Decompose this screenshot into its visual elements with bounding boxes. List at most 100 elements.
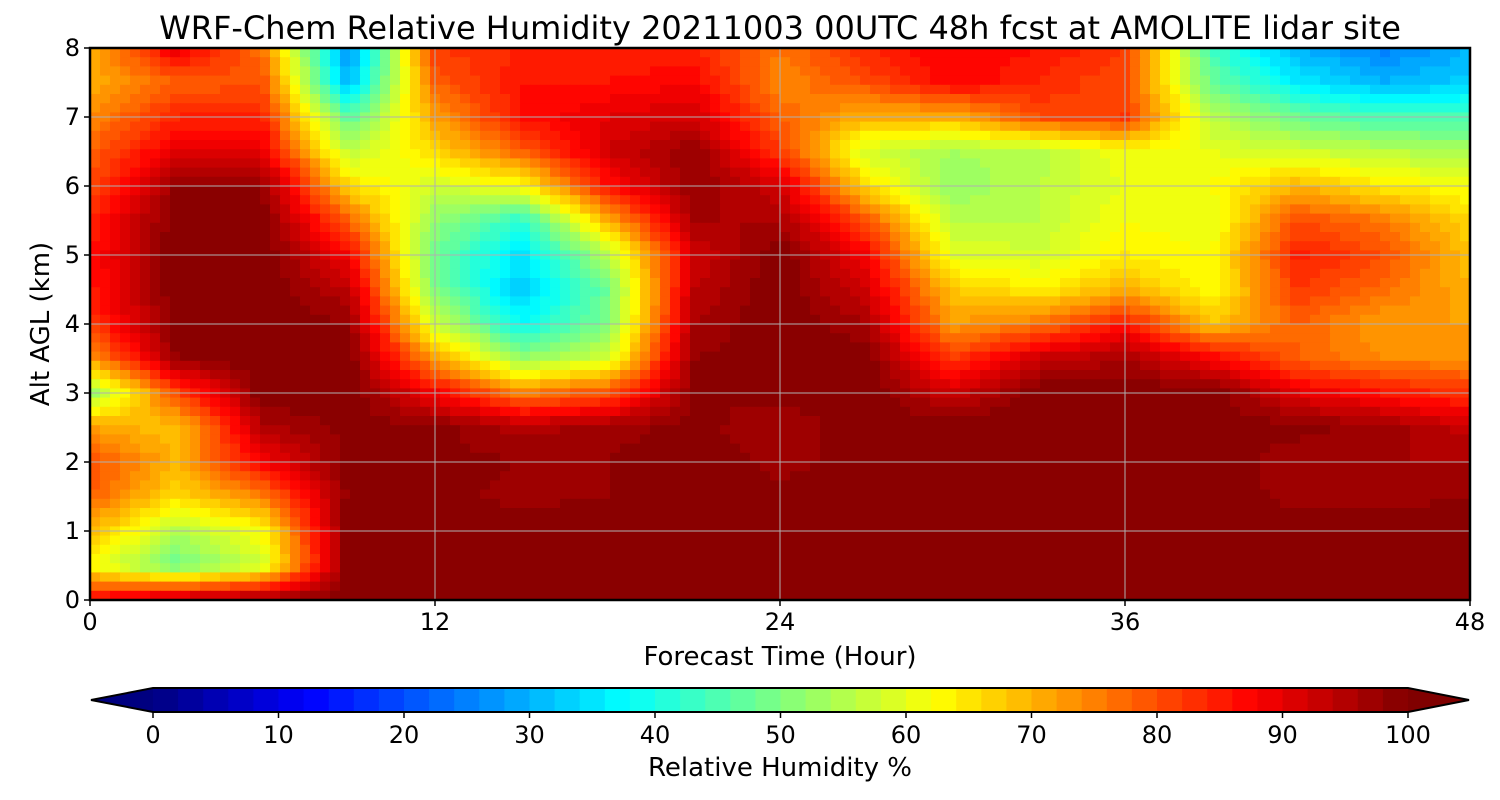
rh-cell <box>250 94 261 104</box>
rh-cell <box>920 278 931 288</box>
rh-cell <box>250 370 261 380</box>
rh-cell <box>1370 140 1381 150</box>
rh-cell <box>150 259 161 270</box>
rh-cell <box>170 195 181 205</box>
rh-cell <box>1230 287 1241 297</box>
rh-cell <box>1250 287 1261 297</box>
rh-cell <box>200 259 211 270</box>
rh-cell <box>780 149 791 159</box>
rh-cell <box>930 314 941 325</box>
rh-cell <box>1200 149 1211 159</box>
rh-cell <box>720 94 731 104</box>
rh-cell <box>830 222 841 233</box>
rh-cell <box>100 232 111 242</box>
rh-cell <box>1350 66 1361 77</box>
rh-cell <box>830 342 841 353</box>
rh-cell <box>1310 66 1321 77</box>
rh-cell <box>830 186 841 196</box>
rh-cell <box>790 305 801 316</box>
rh-cell <box>1100 351 1111 362</box>
rh-cell <box>1180 84 1191 95</box>
rh-cell <box>90 121 101 132</box>
rh-cell <box>190 195 201 205</box>
rh-cell <box>480 48 491 58</box>
rh-cell <box>1340 278 1351 288</box>
rh-cell <box>1080 75 1091 86</box>
rh-cell <box>780 314 791 325</box>
rh-cell <box>270 342 281 353</box>
rh-cell <box>950 333 961 343</box>
rh-cell <box>630 268 641 279</box>
rh-cell <box>930 333 941 343</box>
rh-cell <box>1310 149 1321 159</box>
rh-cell <box>1090 204 1101 215</box>
rh-cell <box>1200 75 1211 86</box>
rh-cell <box>1050 305 1061 316</box>
rh-cell <box>190 94 201 104</box>
rh-cell <box>660 333 671 343</box>
rh-cell <box>400 149 411 159</box>
rh-cell <box>280 314 291 325</box>
rh-cell <box>700 314 711 325</box>
rh-cell <box>1330 186 1341 196</box>
rh-cell <box>150 314 161 325</box>
rh-cell <box>310 167 321 178</box>
rh-cell <box>620 57 631 67</box>
rh-cell <box>1430 213 1441 224</box>
rh-cell <box>630 222 641 233</box>
rh-cell <box>110 176 121 187</box>
rh-cell <box>750 204 761 215</box>
rh-cell <box>470 287 481 297</box>
rh-cell <box>880 204 891 215</box>
rh-cell <box>1230 213 1241 224</box>
rh-cell <box>1030 149 1041 159</box>
rh-cell <box>240 195 251 205</box>
rh-cell <box>1010 121 1021 132</box>
rh-cell <box>850 287 861 297</box>
rh-cell <box>110 213 121 224</box>
rh-cell <box>1140 195 1151 205</box>
rh-cell <box>530 314 541 325</box>
rh-cell <box>1190 360 1201 371</box>
rh-cell <box>1200 94 1211 104</box>
rh-cell <box>340 278 351 288</box>
rh-cell <box>970 75 981 86</box>
rh-cell <box>570 75 581 86</box>
rh-cell <box>340 204 351 215</box>
rh-cell <box>410 130 421 141</box>
rh-cell <box>1090 324 1101 334</box>
rh-cell <box>990 48 1001 58</box>
rh-cell <box>510 94 521 104</box>
rh-cell <box>680 278 691 288</box>
rh-cell <box>220 241 231 251</box>
rh-cell <box>1320 296 1331 307</box>
rh-cell <box>1440 278 1451 288</box>
rh-cell <box>760 204 771 215</box>
rh-cell <box>340 103 351 113</box>
rh-cell <box>680 213 691 224</box>
rh-cell <box>1110 241 1121 251</box>
rh-cell <box>440 241 451 251</box>
rh-cell <box>930 94 941 104</box>
rh-cell <box>1170 176 1181 187</box>
rh-cell <box>960 342 971 353</box>
rh-cell <box>160 379 171 389</box>
rh-cell <box>640 195 651 205</box>
rh-cell <box>270 84 281 95</box>
rh-cell <box>1410 222 1421 233</box>
rh-cell <box>1160 278 1171 288</box>
rh-cell <box>130 333 141 343</box>
rh-cell <box>1010 360 1021 371</box>
rh-cell <box>560 204 571 215</box>
rh-cell <box>590 167 601 178</box>
rh-cell <box>1450 333 1461 343</box>
rh-cell <box>860 222 871 233</box>
rh-cell <box>540 342 551 353</box>
rh-cell <box>280 121 291 132</box>
rh-cell <box>1200 195 1211 205</box>
rh-cell <box>390 140 401 150</box>
rh-cell <box>1450 121 1461 132</box>
rh-cell <box>220 66 231 77</box>
rh-cell <box>880 342 891 353</box>
rh-cell <box>210 342 221 353</box>
